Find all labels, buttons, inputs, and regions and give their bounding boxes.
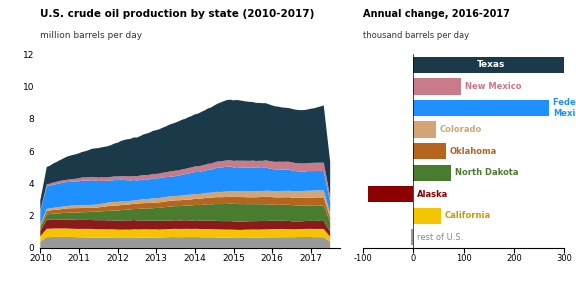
Text: million barrels per day: million barrels per day	[40, 31, 142, 40]
Text: Alaska: Alaska	[417, 190, 449, 199]
Bar	[413, 57, 570, 73]
Bar	[413, 121, 436, 138]
Text: thousand barrels per day: thousand barrels per day	[363, 31, 469, 40]
Text: California: California	[445, 211, 491, 220]
Text: Colorado: Colorado	[440, 125, 482, 134]
Text: U.S. crude oil production by state (2010-2017): U.S. crude oil production by state (2010…	[40, 9, 314, 19]
Bar	[413, 100, 550, 116]
Text: North Dakota: North Dakota	[455, 168, 518, 177]
Text: Oklahoma: Oklahoma	[450, 146, 497, 156]
Bar	[413, 143, 446, 159]
Bar	[413, 78, 461, 95]
Text: Federal Gulf of
Mexico: Federal Gulf of Mexico	[554, 98, 576, 118]
Text: Texas: Texas	[477, 60, 506, 70]
Bar	[413, 164, 451, 181]
Bar	[413, 207, 441, 224]
Bar	[368, 186, 413, 202]
Text: Annual change, 2016-2017: Annual change, 2016-2017	[363, 9, 510, 19]
Text: rest of U.S.: rest of U.S.	[417, 233, 464, 242]
Bar	[411, 229, 413, 245]
Text: New Mexico: New Mexico	[465, 82, 522, 91]
